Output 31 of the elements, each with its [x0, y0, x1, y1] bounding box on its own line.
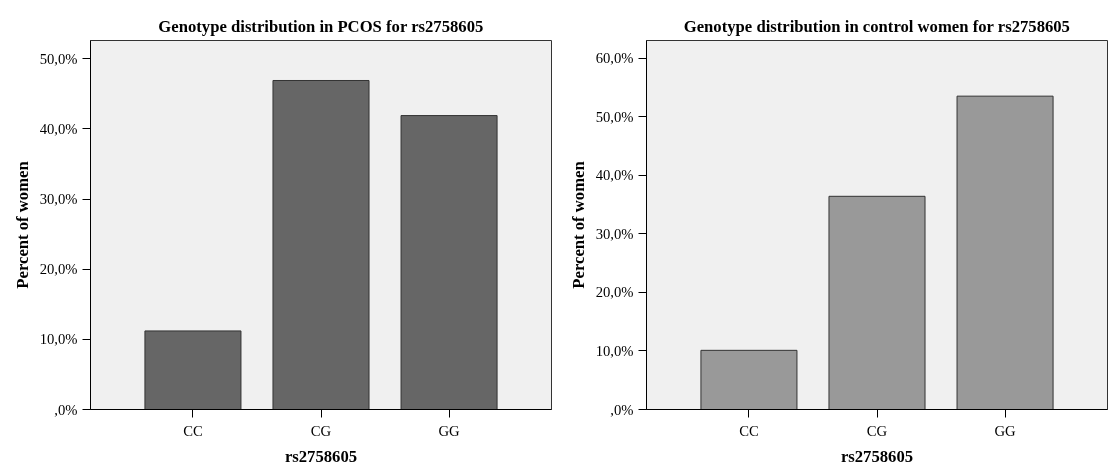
chart-title: Genotype distribution in control women for rs2758605 [683, 16, 1070, 36]
x-tick-label: GG [438, 422, 461, 439]
x-tick-label: GG [994, 422, 1017, 439]
y-tick-label: 30,0% [595, 225, 634, 242]
y-axis-title: Percent of women [12, 160, 32, 289]
bar [144, 330, 242, 410]
y-tick-label: 40,0% [39, 120, 78, 137]
bar [272, 79, 370, 410]
x-tick-label: CG [866, 422, 888, 439]
y-tick-label: ,0% [54, 401, 78, 418]
y-axis-title: Percent of women [568, 160, 588, 289]
bar [400, 115, 498, 410]
y-tick-label: 10,0% [595, 342, 634, 359]
y-tick-label: ,0% [610, 401, 634, 418]
y-tick-label: 10,0% [39, 331, 78, 348]
y-tick-label: 60,0% [595, 50, 634, 67]
chart-title: Genotype distribution in PCOS for rs2758605 [158, 16, 484, 36]
y-tick-label: 20,0% [595, 284, 634, 301]
bar [700, 349, 798, 410]
x-tick-label: CC [183, 422, 203, 439]
x-axis-title: rs2758605 [284, 446, 358, 466]
x-tick-label: CG [310, 422, 332, 439]
bar [828, 195, 926, 410]
x-axis-title: rs2758605 [840, 446, 914, 466]
y-tick-label: 30,0% [39, 191, 78, 208]
y-tick-label: 40,0% [595, 167, 634, 184]
y-tick-label: 50,0% [595, 108, 634, 125]
y-tick-label: 20,0% [39, 261, 78, 278]
x-tick-label: CC [739, 422, 759, 439]
y-tick-label: 50,0% [39, 50, 78, 67]
bar [956, 95, 1054, 410]
